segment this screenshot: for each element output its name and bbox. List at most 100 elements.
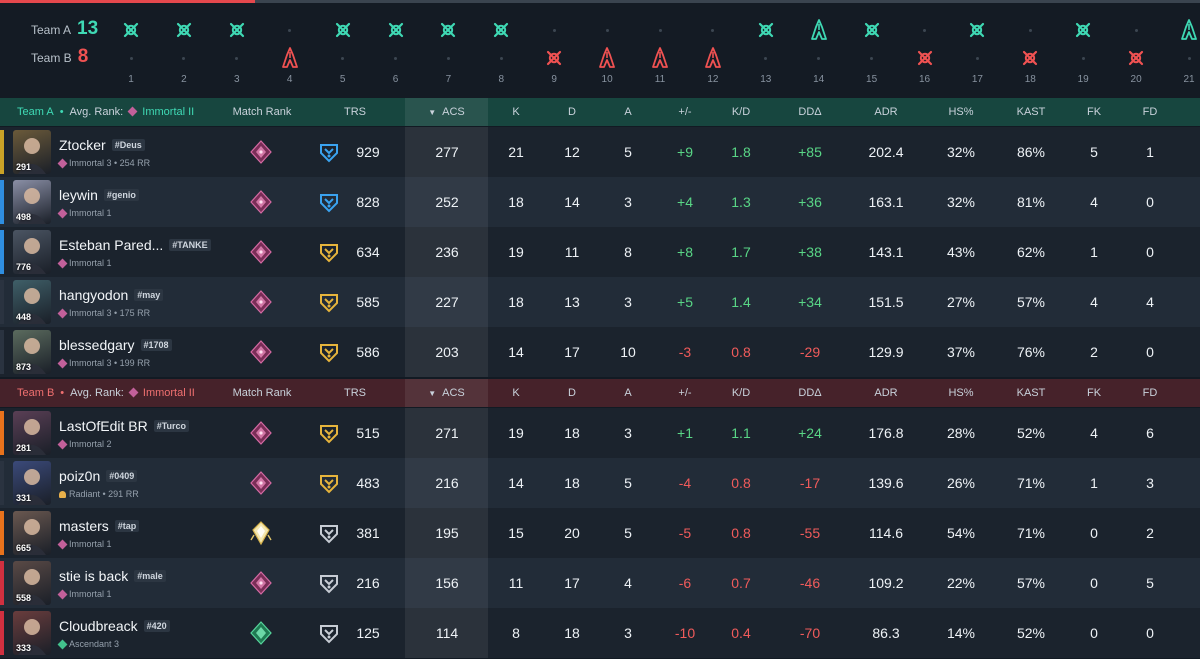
player-name[interactable]: Ztocker [59, 137, 106, 153]
player-name[interactable]: Cloudbreack [59, 618, 138, 634]
stat-k: 19 [508, 244, 524, 260]
column-header-kd[interactable]: K/D [731, 387, 751, 399]
column-header-fd[interactable]: FD [1142, 106, 1158, 118]
team-a-avg-rank-label: Avg. Rank: [69, 106, 124, 118]
match-rank-icon [248, 620, 274, 646]
team-a-name: Team A [17, 106, 54, 118]
stat-hs: 32% [946, 144, 976, 160]
player-level: 333 [16, 643, 32, 653]
column-header-fd[interactable]: FD [1142, 387, 1158, 399]
column-header-acs[interactable]: ▼ ACS [405, 98, 488, 126]
player-name-line[interactable]: Esteban Pared... #TANKE [59, 237, 211, 253]
round-number: 2 [181, 74, 187, 85]
player-current-rank: Immortal 1 [57, 589, 112, 599]
player-tag: #male [134, 570, 166, 582]
player-name[interactable]: Esteban Pared... [59, 237, 164, 253]
stat-kd: 1.4 [731, 294, 751, 310]
stat-pm: -5 [678, 525, 692, 541]
column-header-trs[interactable]: TRS [344, 387, 366, 399]
column-header-kast[interactable]: KAST [1016, 387, 1046, 399]
agent-portrait-icon [18, 138, 46, 174]
elimination-icon [1071, 18, 1095, 42]
timeline-top-divider [255, 0, 1200, 3]
team-a-summary: Team A • Avg. Rank: Immortal II [17, 106, 195, 118]
stat-adr: 114.6 [869, 525, 903, 541]
column-header-d[interactable]: D [568, 106, 576, 118]
player-name[interactable]: leywin [59, 187, 98, 203]
stat-fk: 1 [1090, 475, 1098, 491]
column-header-acs[interactable]: ▼ ACS [405, 379, 488, 407]
column-header-kast[interactable]: KAST [1016, 106, 1046, 118]
player-row[interactable]: 333 Cloudbreack #420 Ascendant 3 125 114 8 18 3… [0, 608, 1200, 658]
player-name[interactable]: stie is back [59, 568, 129, 584]
player-row[interactable]: 291 Ztocker #Deus Immortal 3 • 254 RR 929 27… [0, 127, 1200, 177]
spike-icon [1177, 18, 1200, 42]
stat-d: 12 [564, 144, 580, 160]
round-number: 16 [918, 74, 931, 85]
round-empty-dot [235, 57, 239, 60]
elimination-icon [1124, 46, 1148, 70]
column-header-plus-minus[interactable]: +/- [678, 106, 692, 118]
player-name-line[interactable]: blessedgary #1708 [59, 337, 172, 353]
player-level: 776 [16, 262, 32, 272]
stat-adr: 139.6 [868, 475, 904, 491]
column-header-hs[interactable]: HS% [948, 106, 974, 118]
player-row[interactable]: 873 blessedgary #1708 Immortal 3 • 199 RR 5… [0, 327, 1200, 377]
stat-hs: 27% [946, 294, 976, 310]
round-empty-dot [817, 57, 821, 60]
column-header-d[interactable]: D [568, 387, 576, 399]
column-header-fk[interactable]: FK [1086, 387, 1102, 399]
column-header-match-rank[interactable]: Match Rank [232, 106, 292, 118]
column-header-adr[interactable]: ADR [874, 106, 898, 118]
column-header-match-rank[interactable]: Match Rank [232, 387, 292, 399]
column-header-hs[interactable]: HS% [948, 387, 974, 399]
column-header-a[interactable]: A [624, 106, 632, 118]
elimination-icon [965, 18, 989, 42]
stat-kast: 62% [1016, 244, 1046, 260]
player-row[interactable]: 281 LastOfEdit BR #Turco Immortal 2 515 271 1… [0, 408, 1200, 458]
player-name-line[interactable]: Cloudbreack #420 [59, 618, 170, 634]
player-name-line[interactable]: Ztocker #Deus [59, 137, 145, 153]
player-name-line[interactable]: stie is back #male [59, 568, 166, 584]
player-name[interactable]: blessedgary [59, 337, 135, 353]
column-header-k[interactable]: K [512, 387, 520, 399]
round-number: 6 [392, 74, 399, 85]
column-header-plus-minus[interactable]: +/- [678, 387, 692, 399]
player-name-line[interactable]: leywin #genio [59, 187, 139, 203]
rank-icon [57, 208, 68, 218]
player-name[interactable]: LastOfEdit BR [59, 418, 148, 434]
player-name-line[interactable]: poiz0n #0409 [59, 468, 138, 484]
column-header-dd[interactable]: DDΔ [798, 387, 822, 399]
player-name[interactable]: hangyodon [59, 287, 129, 303]
player-row[interactable]: 776 Esteban Pared... #TANKE Immortal 1 634 2… [0, 227, 1200, 277]
player-row[interactable]: 558 stie is back #male Immortal 1 216 156 11 1… [0, 558, 1200, 608]
column-header-fk[interactable]: FK [1086, 106, 1102, 118]
agent-portrait-icon [18, 188, 46, 224]
player-rank-text: Immortal 1 [69, 258, 112, 268]
column-header-adr[interactable]: ADR [874, 387, 898, 399]
round-empty-dot [394, 57, 397, 60]
column-header-kd[interactable]: K/D [731, 106, 751, 118]
player-row[interactable]: 498 leywin #genio Immortal 1 828 252 18 14 3 +4 1… [0, 177, 1200, 227]
player-name[interactable]: masters [59, 518, 109, 534]
round-number: 7 [445, 74, 452, 85]
column-header-trs[interactable]: TRS [344, 106, 366, 118]
stat-fk: 4 [1090, 425, 1098, 441]
player-row[interactable]: 665 masters #tap Immortal 1 381 195 15 20 5 -5 0.… [0, 508, 1200, 558]
player-name[interactable]: poiz0n [59, 468, 101, 484]
player-name-line[interactable]: masters #tap [59, 518, 140, 534]
player-row[interactable]: 331 poiz0n #0409 Radiant • 291 RR 483 216 14 1… [0, 458, 1200, 508]
column-header-dd[interactable]: DDΔ [798, 106, 822, 118]
player-name-line[interactable]: LastOfEdit BR #Turco [59, 418, 190, 434]
player-row[interactable]: 448 hangyodon #may Immortal 3 • 175 RR 585 2… [0, 277, 1200, 327]
column-header-k[interactable]: K [512, 106, 520, 118]
trs-tier-icon [318, 522, 340, 544]
player-rank-text: Immortal 3 • 199 RR [69, 358, 151, 368]
timeline-team-a-score: 13 [77, 18, 99, 39]
column-header-a[interactable]: A [624, 387, 632, 399]
player-name-line[interactable]: hangyodon #may [59, 287, 164, 303]
match-rank-icon [248, 570, 274, 596]
round-empty-dot [129, 57, 133, 60]
player-rank-text: Immortal 3 • 254 RR [69, 158, 151, 168]
stat-a: 3 [624, 194, 632, 210]
